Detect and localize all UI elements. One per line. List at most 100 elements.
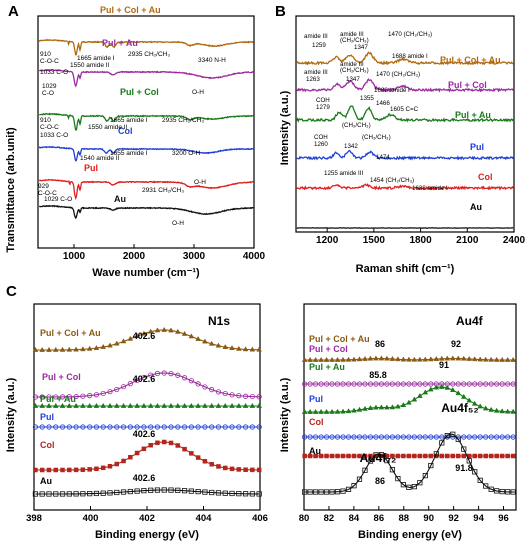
xps-marker bbox=[440, 454, 444, 458]
ftir-annotation: 1655 amide I bbox=[110, 150, 148, 157]
xps-marker bbox=[155, 441, 159, 445]
x-tick-label: 90 bbox=[423, 513, 434, 524]
ftir-annotation: 1029 C-O bbox=[44, 196, 72, 203]
xps-marker bbox=[330, 454, 334, 458]
ftir-annotation: 1550 amide II bbox=[70, 62, 110, 69]
xps-marker bbox=[500, 454, 504, 458]
panel-b-label: B bbox=[275, 3, 286, 20]
x-tick-label: 3000 bbox=[183, 251, 206, 262]
xps-marker bbox=[473, 454, 477, 458]
xps-marker bbox=[451, 454, 455, 458]
xps-marker bbox=[244, 468, 248, 472]
raman-annotation: amide III bbox=[304, 69, 328, 76]
xps-peak-label: 86 bbox=[375, 339, 385, 349]
panel-b-frame bbox=[296, 16, 514, 232]
x-tick-label: 4000 bbox=[243, 251, 266, 262]
panel-c-ylabel: Intensity (a.u.) bbox=[5, 377, 17, 452]
ftir-legend: Pul bbox=[84, 163, 98, 173]
x-tick-label: 1200 bbox=[316, 235, 339, 246]
panel-c-xlabel: Binding energy (eV) bbox=[95, 529, 199, 541]
raman-legend: Pul + Au bbox=[455, 110, 491, 120]
ftir-legend: Au bbox=[114, 194, 126, 204]
xps-marker bbox=[303, 454, 307, 458]
xps-marker bbox=[135, 451, 139, 455]
ftir-annotation: 1665 amide I bbox=[110, 117, 148, 124]
x-tick-label: 86 bbox=[374, 513, 385, 524]
xps-marker bbox=[115, 462, 119, 466]
xps-peak-label: 402.6 bbox=[133, 331, 156, 341]
x-tick-label: 2000 bbox=[123, 251, 146, 262]
xps-marker bbox=[142, 447, 146, 451]
raman-annotation: 1466 bbox=[376, 100, 390, 107]
xps-marker bbox=[423, 454, 427, 458]
xps-marker bbox=[341, 454, 345, 458]
x-tick-label: 84 bbox=[349, 513, 360, 524]
au4f52-label: Au4f₅₂ bbox=[441, 401, 479, 415]
ftir-annotation: 929 bbox=[38, 183, 49, 190]
x-tick-label: 92 bbox=[448, 513, 459, 524]
xps-marker bbox=[210, 462, 214, 466]
xps-marker bbox=[506, 454, 510, 458]
xps-marker bbox=[176, 443, 180, 447]
ftir-annotation: 1550 amide II bbox=[88, 124, 128, 131]
xps-marker bbox=[196, 456, 200, 460]
x-tick-label: 402 bbox=[139, 513, 155, 524]
raman-annotation: 1688 amide I bbox=[412, 185, 448, 192]
xps-marker bbox=[40, 468, 44, 472]
raman-annotation: 1605 C=C bbox=[390, 106, 419, 113]
xps-marker bbox=[418, 454, 422, 458]
ftir-annotation: C-O-C bbox=[40, 124, 59, 131]
xps-marker bbox=[101, 466, 105, 470]
ftir-line-5 bbox=[39, 206, 253, 218]
xps-marker bbox=[396, 454, 400, 458]
xps-marker bbox=[511, 454, 515, 458]
raman-annotation: (CH₂/CH₃) bbox=[362, 134, 391, 141]
xps-peak-label: 402.6 bbox=[133, 429, 156, 439]
ftir-legend: Pul + Col + Au bbox=[100, 5, 161, 15]
x-tick-label: 88 bbox=[398, 513, 409, 524]
raman-annotation: (CH₂/CH₃) bbox=[340, 67, 369, 74]
x-tick-label: 398 bbox=[26, 513, 42, 524]
xps-peak-label: 86 bbox=[375, 476, 385, 486]
raman-annotation: (CH₂/CH₃) bbox=[340, 37, 369, 44]
xps-marker bbox=[495, 454, 499, 458]
ftir-annotation: 3200 O-H bbox=[172, 150, 200, 157]
xps-marker bbox=[462, 454, 466, 458]
xps-marker bbox=[347, 454, 351, 458]
raman-annotation: 1470 (CH₂/CH₃) bbox=[376, 71, 420, 78]
xps-marker bbox=[401, 454, 405, 458]
xps-marker bbox=[489, 454, 493, 458]
au4f72-label: Au4f₇₂ bbox=[360, 451, 397, 465]
xps-marker bbox=[33, 468, 37, 472]
xps-marker bbox=[352, 454, 356, 458]
ftir-annotation: 2935 CH₂/CH₃ bbox=[162, 117, 204, 124]
xps-peak-label: 91.8 bbox=[455, 463, 473, 473]
ftir-annotation: 1029 bbox=[42, 83, 57, 90]
xps-marker bbox=[94, 467, 98, 471]
xps-peak-label: 85.8 bbox=[369, 370, 387, 380]
raman-annotation: 1255 amide III bbox=[324, 170, 363, 177]
xps-marker bbox=[484, 454, 488, 458]
ftir-annotation: 910 bbox=[40, 51, 51, 58]
raman-annotation: 1347 bbox=[346, 76, 360, 83]
ftir-annotation: 910 bbox=[40, 117, 51, 124]
xps-marker bbox=[162, 440, 166, 444]
xps-marker bbox=[412, 454, 416, 458]
x-tick-label: 1800 bbox=[409, 235, 432, 246]
raman-legend: Pul + Col + Au bbox=[440, 55, 501, 65]
raman-annotation: COH bbox=[314, 134, 328, 141]
xps-marker bbox=[445, 454, 449, 458]
raman-annotation: 1347 bbox=[354, 44, 368, 51]
xps-marker bbox=[216, 464, 220, 468]
x-tick-label: 404 bbox=[196, 513, 213, 524]
xps-marker bbox=[81, 468, 85, 472]
raman-annotation: 1474 bbox=[376, 154, 390, 161]
raman-legend: Col bbox=[478, 172, 493, 182]
raman-annotation: 1342 bbox=[344, 143, 358, 150]
panel-b-ylabel: Intensity (a.u.) bbox=[279, 90, 291, 165]
x-tick-label: 2100 bbox=[456, 235, 479, 246]
xps-marker bbox=[250, 468, 254, 472]
raman-annotation: 1454 (CH₂/CH₃) bbox=[370, 177, 414, 184]
ftir-annotation: O-H bbox=[192, 89, 204, 96]
x-tick-label: 1500 bbox=[363, 235, 386, 246]
